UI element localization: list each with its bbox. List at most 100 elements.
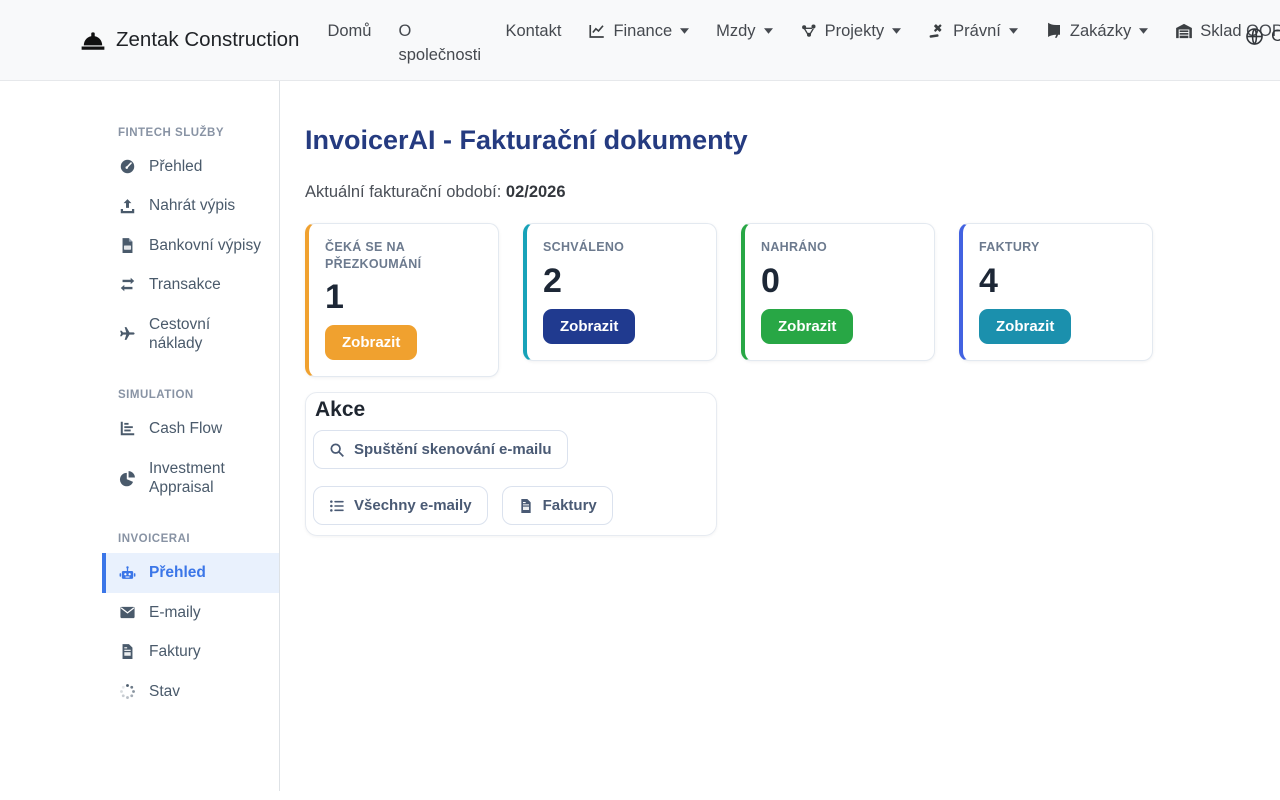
sidebar-item-label: Transakce [149,276,221,294]
card-invoices: FAKTURY 4 Zobrazit [959,223,1153,361]
sidebar-item-investment-appraisal[interactable]: Investment Appraisal [102,449,279,508]
card-value: 1 [325,278,344,316]
nav-label: Sklad OOPP [1200,22,1280,40]
brand-label: Zentak Construction [116,28,300,51]
gavel-icon [929,24,942,38]
robot-icon [118,565,136,582]
exchange-icon [118,276,136,293]
actions-buttons: Spuštění skenování e-mailu Všechny e-mai… [313,430,709,532]
chart-bar-icon [118,420,136,437]
chart-line-icon [589,25,605,38]
sidebar-item-label: Přehled [149,158,203,175]
sidebar-item-faktury[interactable]: Faktury [102,632,279,671]
sidebar-item-cestovni-naklady[interactable]: Cestovní náklady [102,305,279,364]
sidebar-item-bankovni-vypisy[interactable]: Bankovní výpisy [102,226,279,265]
nav-item-finance[interactable]: Finance [588,19,690,43]
list-icon [330,499,344,512]
chevron-down-icon [763,28,773,34]
card-label: FAKTURY [979,240,1040,254]
show-uploaded-button[interactable]: Zobrazit [761,308,854,344]
nav-item-zakazky[interactable]: Zakázky [1045,19,1149,43]
envelope-icon [118,604,136,621]
card-approved: SCHVÁLENO 2 Zobrazit [523,223,717,361]
stat-cards: ČEKÁ SE NA PŘEZKOUMÁNÍ 1 Zobrazit SCHVÁL… [305,223,1280,377]
actions-title: Akce [315,398,366,421]
file-csv-icon [118,237,136,254]
section-title: SIMULATION [118,389,194,402]
billing-period: Aktuální fakturační období: 02/2026 [305,183,1280,202]
card-label: NAHRÁNO [761,240,827,254]
card-value: 4 [979,261,998,300]
nav-label: Kontakt [505,22,562,40]
action-button-label: Faktury [542,497,597,514]
invoices-action-button[interactable]: Faktury [501,486,613,525]
nav-label: Projekty [824,22,885,40]
file-invoice-icon [520,498,531,513]
sidebar-item-label: Bankovní výpisy [149,236,261,254]
sidebar-item-label: Přehled [149,564,206,582]
search-icon [330,442,344,457]
plane-icon [118,325,136,342]
sidebar-section-simulation: SIMULATION Cash Flow Investment Appraisa… [102,389,279,507]
page-title: InvoicerAI - Fakturační dokumenty [305,125,748,155]
nav-menu: Domů O společnosti Kontakt Finance Mzdy … [327,0,1280,67]
nav-item-domu[interactable]: Domů [327,19,371,43]
nav-item-mzdy[interactable]: Mzdy [716,19,773,43]
language-selector[interactable]: CS [1245,27,1280,46]
nav-label: Právní [953,22,1001,40]
nav-label: Finance [613,22,673,40]
section-title: FINTECH SLUŽBY [118,127,225,139]
billing-period-label: Aktuální fakturační období: [305,183,502,201]
nav-label: Zakázky [1069,22,1132,40]
sidebar-item-label: E-maily [149,603,201,621]
show-pending-button[interactable]: Zobrazit [325,325,418,360]
globe-icon [1246,28,1263,45]
card-pending-review: ČEKÁ SE NA PŘEZKOUMÁNÍ 1 Zobrazit [305,223,499,377]
nav-item-o-spolecnosti[interactable]: O společnosti [398,19,482,67]
file-invoice-icon [118,643,136,660]
card-label: ČEKÁ SE NA PŘEZKOUMÁNÍ [325,240,422,271]
start-email-scan-button[interactable]: Spuštění skenování e-mailu [313,430,568,469]
gauge-icon [118,158,136,175]
chevron-down-icon [1139,28,1149,34]
language-code: CS [1271,27,1280,45]
nav-item-sklad-oopp[interactable]: Sklad OOPP [1175,19,1280,43]
sidebar-section-invoicerai: INVOICERAI Přehled E-maily Faktury [102,533,279,711]
brand[interactable]: Zentak Construction [80,0,299,80]
chevron-down-icon [892,28,902,34]
chevron-down-icon [680,28,690,34]
sidebar-item-transakce[interactable]: Transakce [102,265,279,304]
sidebar-item-nahrat-vypis[interactable]: Nahrát výpis [102,186,279,225]
sidebar-item-label: Cestovní náklady [149,315,211,352]
spinner-icon [118,683,136,700]
nav-label: O společnosti [398,22,482,64]
sidebar-item-stav[interactable]: Stav [102,672,279,711]
show-approved-button[interactable]: Zobrazit [543,308,636,344]
sidebar-item-label: Investment Appraisal [149,459,225,496]
sidebar-item-prehled-invoicerai[interactable]: Přehled [102,553,279,593]
sidebar-item-prehled-fintech[interactable]: Přehled [102,147,279,186]
sidebar-item-label: Cash Flow [149,420,223,438]
nav-item-kontakt[interactable]: Kontakt [505,19,561,43]
chart-pie-icon [118,470,136,487]
warehouse-icon [1176,23,1193,39]
sidebar-item-emaily[interactable]: E-maily [102,593,279,632]
sidebar: FINTECH SLUŽBY Přehled Nahrát výpis Bank… [102,81,280,791]
action-button-label: Spuštění skenování e-mailu [354,441,552,458]
sidebar-item-label: Nahrát výpis [149,197,236,215]
nav-item-pravni[interactable]: Právní [928,19,1018,43]
section-title: INVOICERAI [118,533,191,546]
project-diagram-icon [801,24,816,37]
actions-panel: Akce Spuštění skenování e-mailu Všechny … [305,392,717,536]
nav-item-projekty[interactable]: Projekty [800,19,902,43]
sidebar-item-cash-flow[interactable]: Cash Flow [102,409,279,448]
card-value: 0 [761,261,780,300]
sidebar-item-label: Stav [149,682,181,700]
chevron-down-icon [1008,28,1018,34]
all-emails-button[interactable]: Všechny e-maily [313,486,488,525]
show-invoices-button[interactable]: Zobrazit [979,308,1072,344]
card-label: SCHVÁLENO [543,240,625,254]
nav-label: Domů [327,22,372,40]
sidebar-section-fintech: FINTECH SLUŽBY Přehled Nahrát výpis Bank… [102,127,279,363]
main-content: InvoicerAI - Fakturační dokumenty Aktuál… [280,81,1280,791]
